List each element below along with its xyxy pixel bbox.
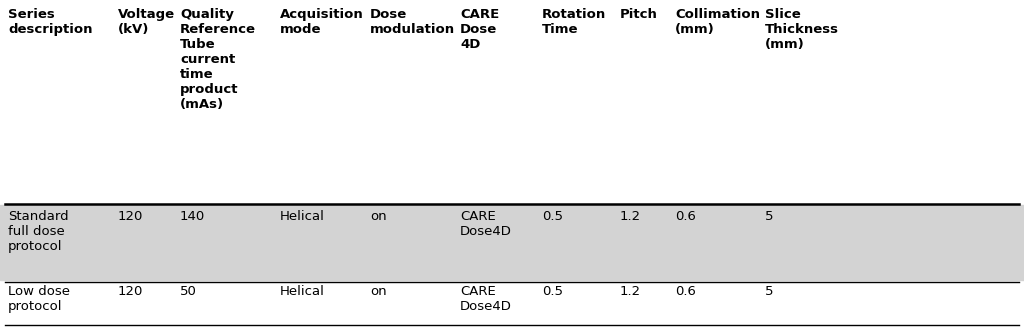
Text: CARE
Dose
4D: CARE Dose 4D: [460, 8, 500, 51]
Text: 0.5: 0.5: [542, 285, 563, 298]
Text: 120: 120: [118, 285, 143, 298]
Text: Pitch: Pitch: [620, 8, 657, 21]
Text: 0.6: 0.6: [675, 210, 696, 223]
Text: Low dose
protocol: Low dose protocol: [8, 285, 70, 313]
Text: Rotation
Time: Rotation Time: [542, 8, 606, 36]
Text: 5: 5: [765, 210, 773, 223]
Text: 5: 5: [765, 285, 773, 298]
Text: 120: 120: [118, 210, 143, 223]
Text: 1.2: 1.2: [620, 285, 641, 298]
Text: Collimation
(mm): Collimation (mm): [675, 8, 760, 36]
Text: Helical: Helical: [280, 285, 325, 298]
Bar: [0, 205, 1024, 280]
Text: Slice
Thickness
(mm): Slice Thickness (mm): [765, 8, 839, 51]
Text: Standard
full dose
protocol: Standard full dose protocol: [8, 210, 69, 253]
Text: Acquisition
mode: Acquisition mode: [280, 8, 364, 36]
Text: 1.2: 1.2: [620, 210, 641, 223]
Text: 0.6: 0.6: [675, 285, 696, 298]
Text: 50: 50: [180, 285, 197, 298]
Text: on: on: [370, 285, 387, 298]
Text: 140: 140: [180, 210, 205, 223]
Text: Voltage
(kV): Voltage (kV): [118, 8, 175, 36]
Text: CARE
Dose4D: CARE Dose4D: [460, 285, 512, 313]
Text: 0.5: 0.5: [542, 210, 563, 223]
Text: CARE
Dose4D: CARE Dose4D: [460, 210, 512, 238]
Text: Dose
modulation: Dose modulation: [370, 8, 455, 36]
Text: on: on: [370, 210, 387, 223]
Text: Helical: Helical: [280, 210, 325, 223]
Text: Series
description: Series description: [8, 8, 92, 36]
Text: Quality
Reference
Tube
current
time
product
(mAs): Quality Reference Tube current time prod…: [180, 8, 256, 111]
